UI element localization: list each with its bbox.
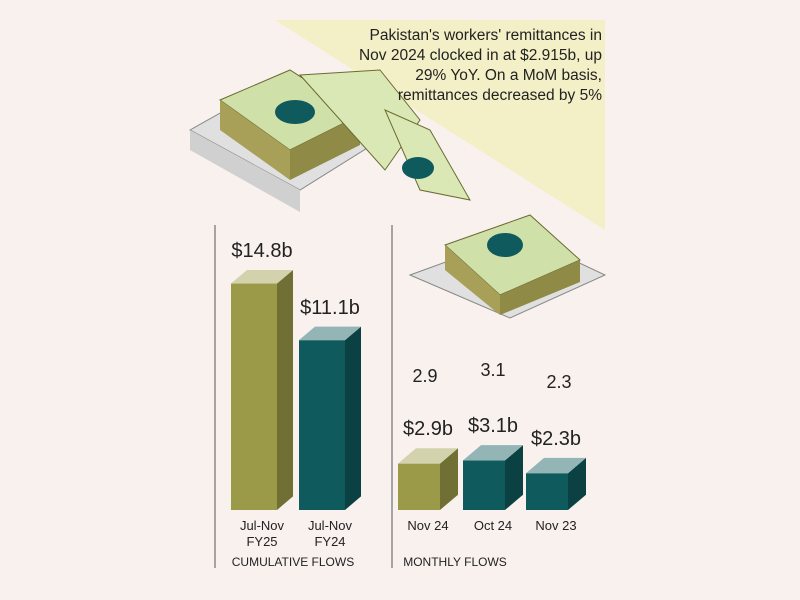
value-label: $11.1b [300,296,360,319]
bar-top [526,457,586,474]
bar-side [440,448,458,510]
bar-front [299,340,345,510]
x-axis-label: MONTHLY FLOWS [403,555,507,569]
bar-front [463,460,505,510]
annotation: Pakistan's workers' remittances in Nov 2… [358,27,602,104]
value-label: $2.3b [530,427,582,450]
bar-side [345,326,361,510]
bar-top [231,269,293,284]
value-label: $2.9b [402,418,454,441]
bar-top [463,445,523,461]
bar-front [231,283,277,510]
value-number: 2.3 [546,372,572,392]
bar-side [505,445,523,510]
bar-top [299,326,361,341]
x-tick-label: Nov 24 [407,518,449,533]
bar-front [526,473,568,510]
value-number: 2.9 [412,366,438,386]
value-label: $14.8b [231,239,293,262]
x-tick-label: Jul-Nov FY24 [307,518,353,549]
bar-front [398,463,440,510]
bar-side [277,269,293,510]
bar-side [568,457,586,510]
bar-top [398,448,458,464]
value-label: $3.1b [467,415,519,438]
x-tick-label: Nov 23 [535,518,577,533]
x-tick-label: Oct 24 [473,518,513,533]
value-number: 3.1 [480,360,506,380]
x-axis-label: CUMULATIVE FLOWS [231,555,355,569]
x-tick-label: Jul-Nov FY25 [239,518,285,549]
money-illustration [188,69,607,319]
